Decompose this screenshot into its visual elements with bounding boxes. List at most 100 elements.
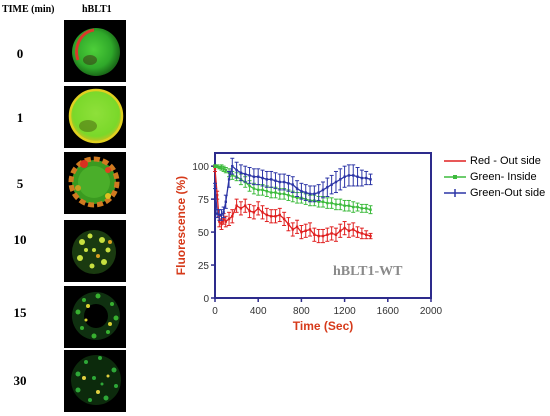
x-tick-label: 800 (293, 306, 310, 317)
data-point (215, 212, 219, 215)
y-tick-label: 50 (198, 228, 210, 239)
data-point (239, 171, 243, 174)
x-tick-label: 1600 (377, 306, 400, 317)
x-tick-label: 1200 (333, 306, 356, 317)
time-label-10: 10 (13, 232, 27, 247)
data-point (300, 230, 303, 234)
data-point (231, 174, 234, 177)
data-point (291, 195, 294, 198)
data-point (248, 209, 251, 213)
data-point (317, 191, 320, 194)
data-point (339, 203, 342, 206)
data-point (257, 188, 260, 192)
data-point (321, 234, 325, 238)
data-point (231, 164, 234, 168)
data-point (218, 166, 221, 169)
y-tick-label: 75 (198, 195, 210, 206)
data-point (326, 201, 329, 205)
sample-column-header: hBLT1 (82, 4, 112, 15)
micrograph-panel-5 (64, 152, 126, 214)
data-point (274, 215, 277, 218)
data-point (343, 226, 346, 230)
y-tick-label: 25 (198, 261, 210, 272)
data-point (369, 208, 372, 211)
time-label-30: 30 (13, 373, 27, 388)
data-point (334, 233, 338, 236)
data-point (287, 193, 290, 197)
data-point (304, 229, 307, 232)
data-point (215, 193, 219, 197)
data-point (369, 178, 372, 181)
data-point (282, 192, 286, 196)
data-point (287, 182, 290, 185)
data-point (252, 187, 256, 190)
data-point (313, 192, 316, 196)
data-point (265, 178, 269, 181)
time-label-1: 1 (16, 110, 24, 125)
data-point (317, 234, 320, 238)
series-red (213, 165, 373, 244)
micrograph-panel-0 (64, 20, 126, 82)
data-point (257, 207, 260, 210)
data-point (330, 201, 333, 205)
data-point (347, 229, 351, 232)
data-point (339, 178, 342, 181)
data-point (282, 180, 286, 184)
series-line-blue (214, 164, 371, 216)
data-point (360, 232, 364, 235)
data-point (248, 174, 251, 177)
time-label-15: 15 (13, 305, 27, 320)
data-point (360, 176, 364, 180)
data-point (308, 228, 312, 231)
data-point (352, 205, 355, 209)
data-point (365, 207, 368, 210)
data-point (257, 175, 260, 178)
data-point (308, 192, 312, 196)
micrograph-panel-10 (64, 220, 126, 282)
data-point (352, 174, 355, 177)
time-column-header: TIME (min) (2, 4, 55, 15)
data-point (365, 176, 368, 180)
data-point (231, 215, 234, 218)
data-point (369, 234, 372, 238)
series-line-red (214, 168, 371, 237)
data-point (360, 207, 364, 210)
data-point (269, 191, 273, 194)
data-point (235, 204, 238, 207)
data-point (334, 180, 338, 184)
data-point (330, 232, 333, 235)
micrograph-panel-30 (64, 350, 126, 412)
x-tick-label: 2000 (420, 306, 443, 317)
data-point (274, 179, 277, 182)
chart-annotation: hBLT1-WT (333, 264, 403, 279)
data-point (330, 183, 333, 186)
data-point (220, 213, 223, 217)
data-point (300, 190, 303, 193)
data-point (278, 180, 281, 184)
time-label-5: 5 (16, 176, 24, 191)
y-tick-label: 0 (203, 294, 209, 305)
data-point (213, 167, 217, 171)
chart-legend: Red - Out side Green- Inside Green-Out s… (444, 153, 545, 201)
data-point (321, 200, 325, 203)
data-point (239, 207, 243, 210)
data-point (218, 220, 221, 223)
data-point (295, 187, 299, 190)
data-point (356, 230, 359, 234)
data-point (252, 175, 256, 178)
data-point (278, 213, 281, 217)
data-point (220, 166, 223, 169)
data-point (269, 178, 273, 181)
data-point (227, 178, 231, 181)
legend-label-blue: Green-Out side (470, 187, 546, 199)
y-axis-label: Fluorescence (%) (174, 176, 188, 275)
data-point (278, 192, 281, 196)
series-blue (213, 157, 373, 221)
data-point (213, 164, 217, 168)
legend-item-blue: Green-Out side (444, 185, 545, 201)
data-point (317, 200, 320, 203)
micrograph-panel-1 (64, 86, 126, 148)
data-point (261, 188, 264, 192)
data-point (222, 211, 225, 214)
data-point (215, 164, 219, 168)
